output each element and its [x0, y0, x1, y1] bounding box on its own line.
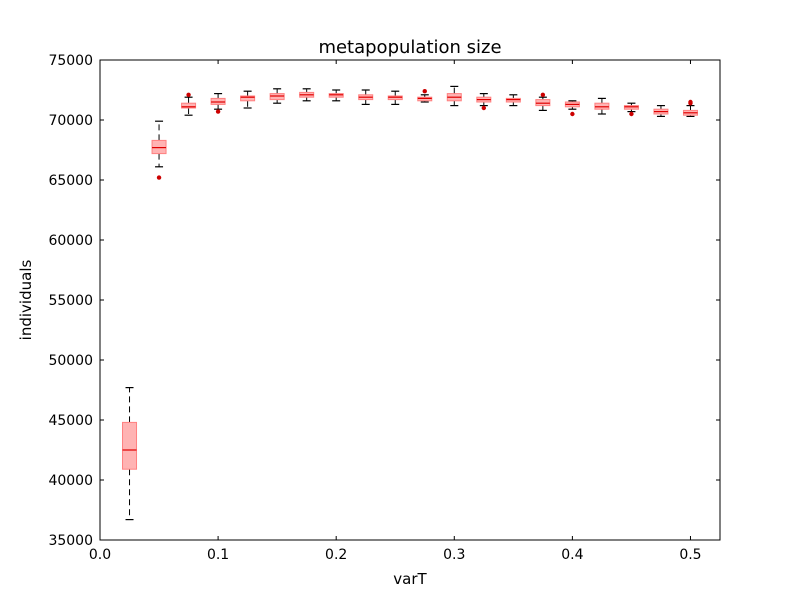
box-group [623, 102, 639, 117]
plot-area-frame [99, 59, 721, 541]
y-tick-label: 40000 [48, 473, 93, 489]
box-group [476, 92, 492, 111]
box-iqr [387, 95, 403, 101]
box-group [505, 94, 521, 107]
y-tick-label: 55000 [48, 293, 93, 309]
boxes-layer [122, 85, 698, 521]
outlier-point [186, 92, 191, 98]
box-group [240, 90, 256, 109]
outlier-point [540, 92, 546, 98]
box-group [446, 85, 462, 107]
box-iqr [505, 97, 521, 103]
box-iqr [122, 421, 138, 470]
box-group [417, 89, 433, 103]
x-tick-label: 0.3 [443, 547, 465, 563]
x-tick-label: 0.0 [89, 547, 111, 563]
x-tick-label: 0.2 [325, 547, 347, 563]
y-axis-label: individuals [17, 260, 35, 341]
x-tick-label: 0.4 [561, 547, 583, 563]
box-group [181, 92, 197, 116]
y-tick-label: 70000 [48, 113, 93, 129]
box-group [269, 88, 285, 104]
box-group [328, 89, 344, 102]
box-iqr [181, 102, 197, 109]
x-tick-label: 0.1 [207, 547, 229, 563]
x-axis-label: varT [393, 570, 427, 588]
box-group [682, 99, 698, 118]
box-group [358, 89, 374, 106]
y-tick-label: 65000 [48, 173, 93, 189]
outlier-point [422, 89, 427, 94]
box-group [122, 387, 138, 521]
y-tick-label: 50000 [48, 353, 93, 369]
outlier-point [156, 175, 162, 180]
y-tick-label: 45000 [48, 413, 93, 429]
box-group [210, 92, 226, 114]
chart-title: metapopulation size [318, 37, 501, 58]
outlier-point [688, 101, 693, 106]
y-tick-label: 35000 [48, 533, 93, 549]
ticks-layer: 0.0 0.1 0.2 0.3 0.4 0.5 35000 40000 45000 50000 55… [48, 53, 720, 563]
box-group [653, 104, 669, 118]
y-tick-label: 75000 [48, 53, 93, 69]
outlier-point [215, 109, 221, 114]
box-group [594, 97, 610, 115]
box-iqr [240, 95, 256, 102]
box-group [535, 92, 551, 112]
outlier-point [570, 111, 575, 117]
outlier-point [629, 111, 634, 117]
box-group [564, 100, 580, 117]
y-tick-label: 60000 [48, 233, 93, 249]
box-group [299, 88, 315, 102]
box-group [151, 120, 167, 180]
outlier-point [481, 105, 487, 111]
x-tick-label: 0.5 [679, 547, 701, 563]
box-group [387, 90, 403, 106]
box-iqr [594, 102, 610, 110]
